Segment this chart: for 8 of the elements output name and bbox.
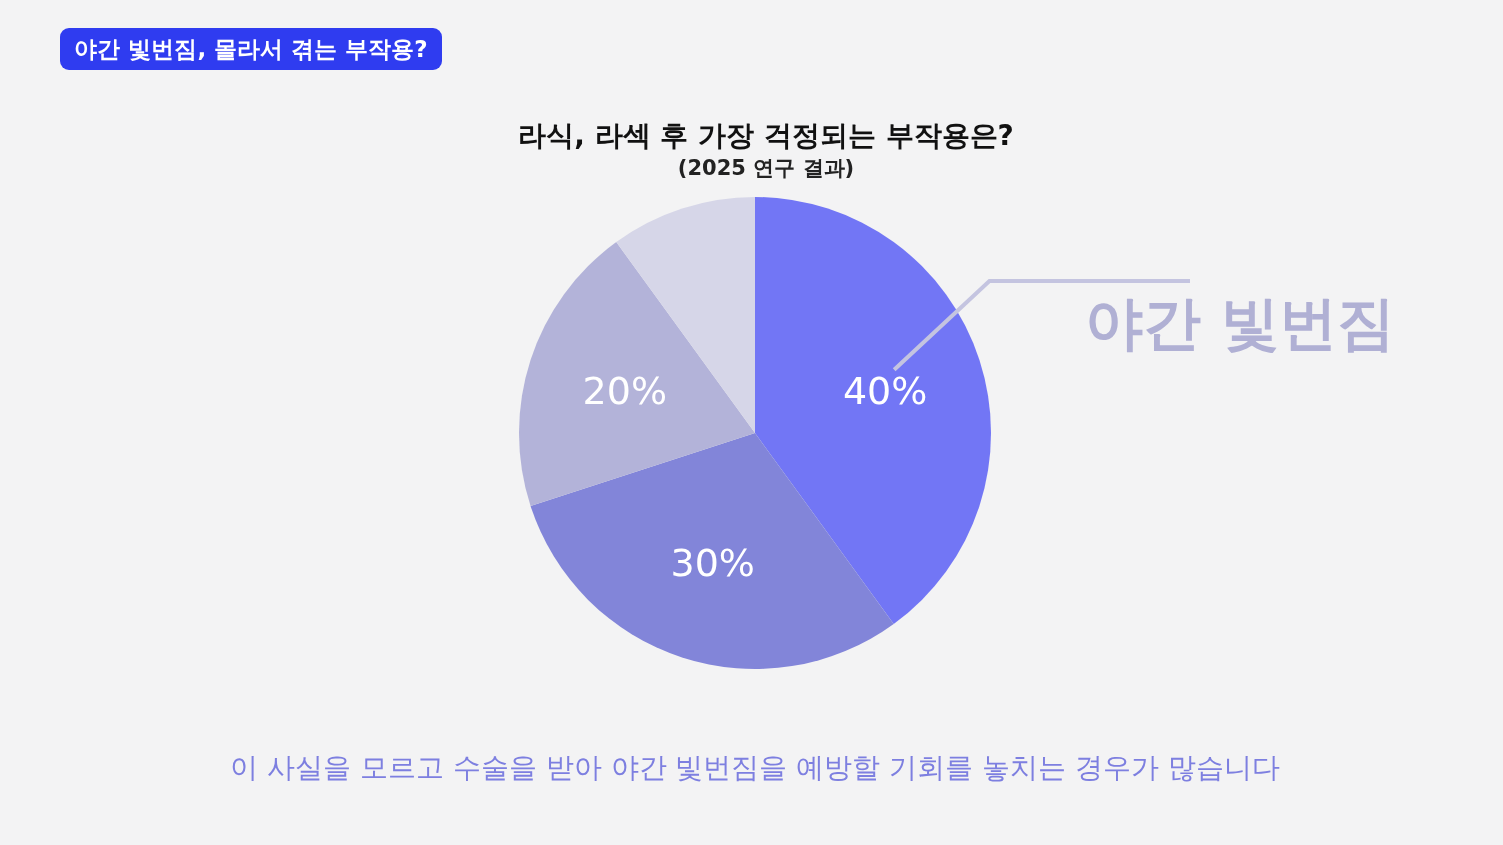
data-label: 30% bbox=[670, 541, 755, 586]
text: 이 사실을 모르고 수술을 받아 야간 빛번짐을 예방할 기회를 놓치는 경우가 많습니다 bbox=[230, 751, 1280, 784]
data-label: 20% bbox=[582, 368, 668, 413]
chart-title: 라식, 라섹 후 가장 걱정되는 부작용은? bbox=[518, 119, 1014, 152]
slice-label: 야간 빛번짐 bbox=[1085, 289, 1396, 357]
annotation: 야간 빛번짐, 몰라서 겪는 부작용? bbox=[60, 28, 442, 70]
chart-subtitle: (2025 연구 결과) bbox=[677, 156, 855, 180]
data-label: 40% bbox=[842, 368, 928, 413]
